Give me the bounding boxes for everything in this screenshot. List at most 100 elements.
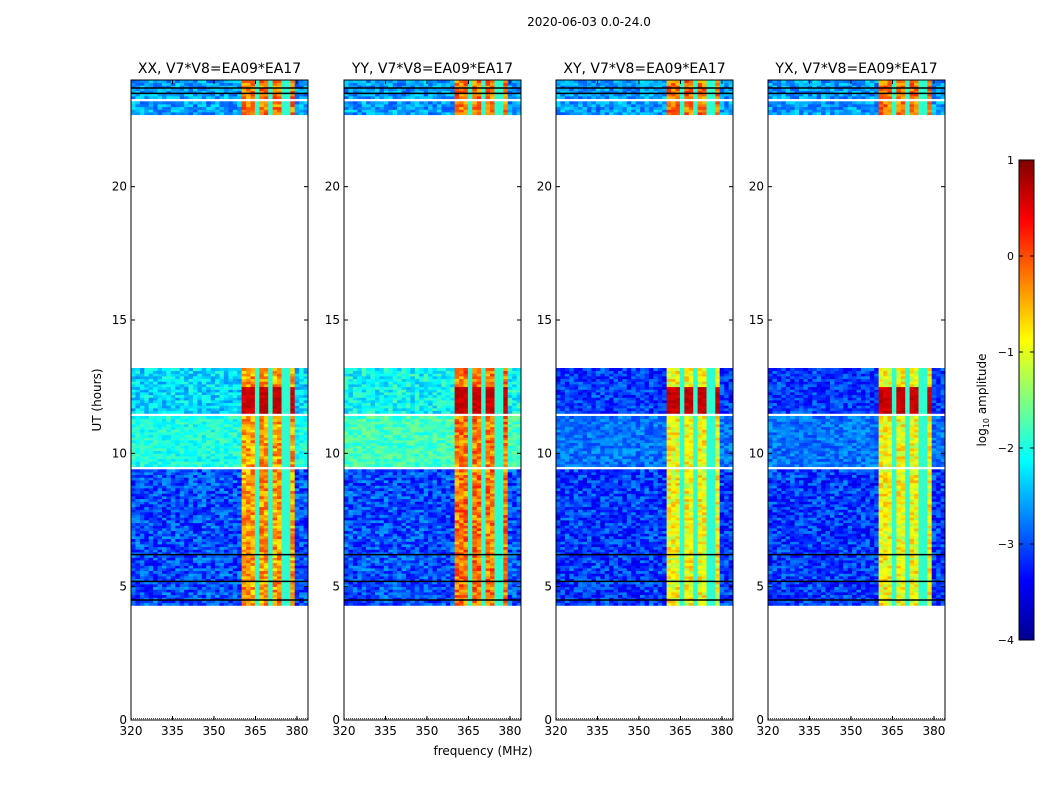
heatmap-cell: [263, 533, 269, 537]
heatmap-cell: [162, 474, 167, 478]
heatmap-cell: [131, 490, 136, 494]
heatmap-cell: [188, 541, 194, 545]
heatmap-cell: [215, 104, 220, 108]
heatmap-cell: [428, 584, 433, 588]
heatmap-cell: [436, 538, 442, 542]
heatmap-cell: [294, 448, 300, 452]
heatmap-cell: [481, 602, 487, 606]
heatmap-cell: [294, 389, 300, 393]
heatmap-cell: [445, 594, 451, 598]
heatmap-cell: [184, 104, 189, 108]
heatmap-cell: [184, 400, 189, 404]
heatmap-cell: [170, 538, 176, 542]
heatmap-cell: [139, 112, 145, 116]
heatmap-cell: [277, 573, 282, 577]
heatmap-cell: [285, 106, 291, 110]
heatmap-cell: [148, 533, 154, 537]
heatmap-cell: [153, 432, 158, 436]
heatmap-cell: [277, 109, 282, 113]
heatmap-cell: [148, 586, 154, 590]
heatmap-cell: [481, 573, 487, 577]
heatmap-cell: [144, 370, 150, 374]
heatmap-cell: [184, 445, 189, 449]
heatmap-cell: [303, 469, 309, 473]
heatmap-cell: [184, 464, 189, 468]
heatmap-cell: [237, 469, 243, 473]
heatmap-cell: [481, 552, 487, 556]
heatmap-cell: [219, 490, 225, 494]
heatmap-cell: [277, 104, 282, 108]
heatmap-cell: [277, 442, 282, 446]
heatmap-cell: [175, 434, 181, 438]
heatmap-cell: [135, 490, 141, 494]
heatmap-cell: [144, 434, 150, 438]
heatmap-cell: [436, 581, 442, 585]
heatmap-cell: [392, 562, 398, 566]
heatmap-cell: [188, 493, 194, 497]
heatmap-cell: [259, 410, 265, 414]
heatmap-cell: [223, 440, 229, 444]
heatmap-cell: [459, 538, 464, 542]
heatmap-cell: [193, 437, 198, 441]
heatmap-cell: [162, 410, 167, 414]
heatmap-cell: [485, 570, 491, 574]
heatmap-cell: [206, 373, 212, 377]
heatmap-cell: [153, 461, 158, 465]
heatmap-cell: [445, 592, 451, 596]
heatmap-cell: [193, 434, 198, 438]
heatmap-cell: [197, 101, 203, 105]
heatmap-cell: [215, 584, 220, 588]
heatmap-cell: [290, 517, 296, 521]
heatmap-cell: [507, 576, 513, 580]
heatmap-cell: [285, 394, 291, 398]
heatmap-cell: [135, 568, 141, 572]
heatmap-cell: [144, 496, 150, 500]
heatmap-cell: [162, 461, 167, 465]
heatmap-cell: [414, 602, 420, 606]
heatmap-cell: [153, 573, 158, 577]
heatmap-cell: [219, 597, 225, 601]
heatmap-cell: [184, 461, 189, 465]
heatmap-cell: [219, 501, 225, 505]
heatmap-cell: [232, 506, 238, 510]
heatmap-cell: [241, 386, 247, 390]
heatmap-cell: [206, 474, 212, 478]
heatmap-cell: [148, 82, 154, 86]
heatmap-cell: [285, 546, 291, 550]
heatmap-cell: [131, 437, 136, 441]
heatmap-cell: [131, 440, 136, 444]
heatmap-cell: [215, 594, 220, 598]
heatmap-cell: [263, 509, 269, 513]
heatmap-cell: [490, 589, 495, 593]
heatmap-cell: [206, 568, 212, 572]
heatmap-cell: [228, 562, 234, 566]
heatmap-cell: [179, 554, 185, 558]
heatmap-cell: [175, 496, 181, 500]
heatmap-cell: [144, 437, 150, 441]
heatmap-cell: [375, 560, 380, 564]
heatmap-cell: [352, 538, 358, 542]
heatmap-cell: [131, 554, 136, 558]
heatmap-cell: [259, 386, 265, 390]
heatmap-cell: [223, 368, 229, 372]
heatmap-cell: [445, 568, 451, 572]
heatmap-cell: [175, 592, 181, 596]
heatmap-cell: [450, 600, 456, 604]
heatmap-cell: [175, 389, 181, 393]
heatmap-cell: [383, 538, 389, 542]
heatmap-cell: [361, 589, 367, 593]
heatmap-cell: [383, 544, 389, 548]
heatmap-cell: [272, 480, 278, 484]
heatmap-cell: [445, 602, 451, 606]
heatmap-cell: [290, 426, 296, 430]
heatmap-cell: [285, 458, 291, 462]
heatmap-cell: [197, 514, 203, 518]
heatmap-cell: [131, 378, 136, 382]
heatmap-cell: [170, 405, 176, 409]
heatmap-cell: [241, 109, 247, 113]
heatmap-cell: [290, 546, 296, 550]
heatmap-cell: [241, 88, 247, 92]
heatmap-cell: [170, 370, 176, 374]
heatmap-cell: [184, 541, 189, 545]
heatmap-cell: [197, 552, 203, 556]
